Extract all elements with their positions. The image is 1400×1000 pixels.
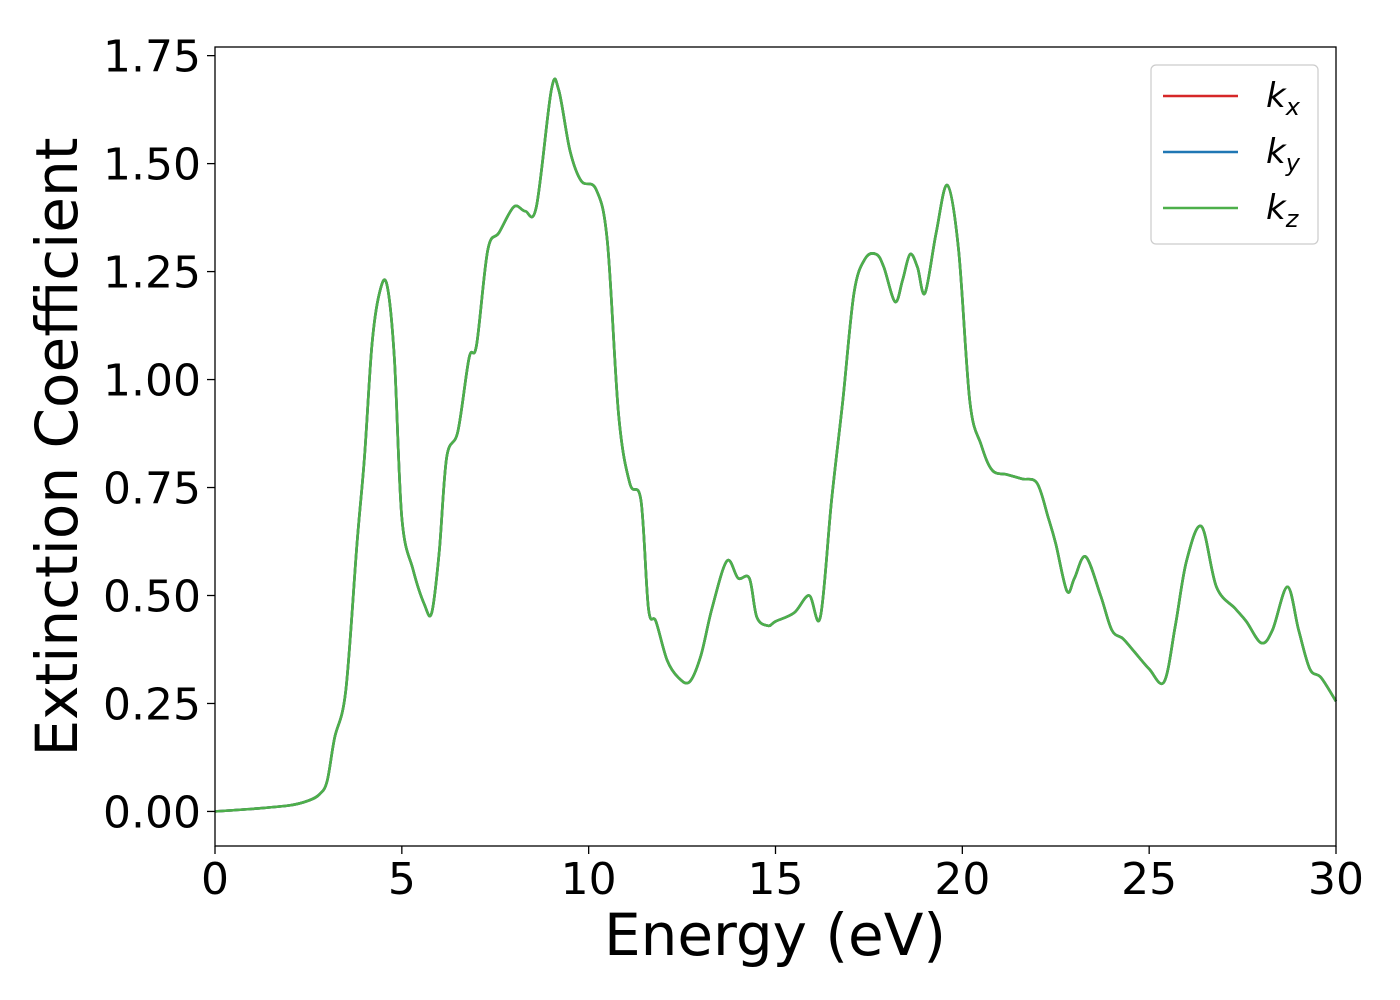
x-tick-label: 25 [1121,854,1177,905]
legend-box [1150,64,1319,245]
y-tick-label: 0.25 [103,679,201,730]
y-tick-label: 0.50 [103,572,201,623]
y-tick-label: 1.50 [103,140,201,191]
legend: kx ky kz [1150,64,1319,245]
legend-label-kx: kx [1266,76,1301,121]
x-tick-label: 10 [561,854,617,905]
legend-label-ky: ky [1266,132,1301,177]
y-tick-label: 0.00 [103,787,201,838]
y-tick-label: 1.00 [103,356,201,407]
y-tick-label: 0.75 [103,464,201,515]
y-axis-title: Extinction Coefficient [23,138,91,757]
legend-label-kz: kz [1266,188,1300,233]
x-tick-label: 0 [201,854,229,905]
x-tick-label: 20 [934,854,990,905]
x-tick-label: 15 [748,854,804,905]
y-tick-label: 1.25 [103,248,201,299]
x-tick-label: 5 [388,854,416,905]
y-tick-label: 1.75 [103,32,201,83]
ticks-layer: 0 5 10 15 20 25 30 0.00 0.25 0.50 0.75 1.00 1.25 1.50… [103,32,1364,905]
x-axis-title: Energy (eV) [604,901,946,969]
x-tick-label: 30 [1308,854,1364,905]
series-line-kz [214,77,1338,813]
series-layer [214,77,1338,813]
